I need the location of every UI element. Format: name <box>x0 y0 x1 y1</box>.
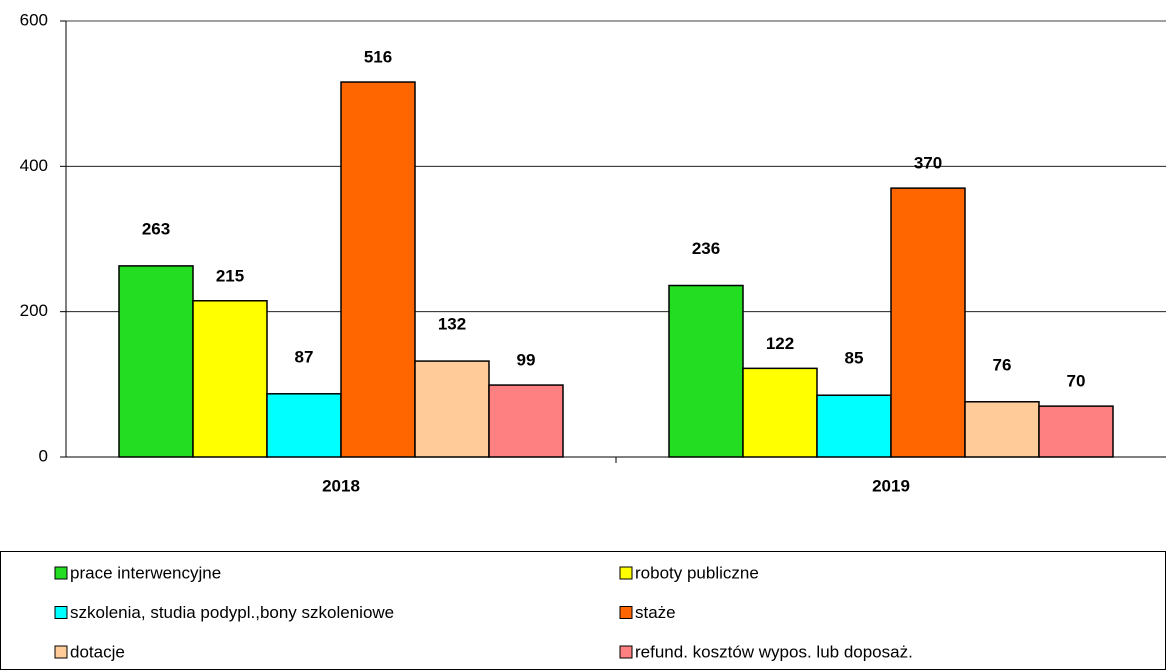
data-label: 76 <box>993 355 1012 374</box>
legend-label: staże <box>635 603 676 622</box>
legend-swatch <box>54 566 68 580</box>
legend-swatch <box>619 566 633 580</box>
data-label: 85 <box>845 349 864 368</box>
legend-label: roboty publiczne <box>635 563 759 582</box>
legend-swatch <box>619 606 633 619</box>
bar <box>668 284 744 458</box>
bar <box>964 401 1040 458</box>
y-tick-label: 400 <box>20 156 48 175</box>
legend-label: refund. kosztów wypos. lub doposaż. <box>635 642 913 661</box>
data-label: 87 <box>295 347 314 366</box>
bar <box>414 360 490 458</box>
data-label: 370 <box>914 154 942 173</box>
x-tick-label: 2018 <box>322 476 360 495</box>
legend-label: dotacje <box>70 642 125 661</box>
y-tick-label: 600 <box>20 10 48 29</box>
bar <box>890 187 966 458</box>
data-label: 516 <box>364 48 392 67</box>
data-label: 215 <box>216 266 244 285</box>
bar <box>488 384 564 458</box>
bar <box>816 394 892 458</box>
x-tick-label: 2019 <box>872 476 910 495</box>
bar <box>266 393 342 458</box>
legend-swatch <box>54 606 68 619</box>
bar <box>118 265 194 458</box>
data-label: 263 <box>142 219 170 238</box>
legend-label: szkolenia, studia podypl.,bony szkolenio… <box>70 603 394 622</box>
y-tick-label: 200 <box>20 301 48 320</box>
data-label: 132 <box>438 315 466 334</box>
data-label: 122 <box>766 334 794 353</box>
data-label: 70 <box>1067 372 1086 391</box>
bar <box>1038 405 1114 458</box>
bar <box>192 300 268 458</box>
legend-swatch <box>619 645 633 659</box>
data-label: 236 <box>692 239 720 258</box>
legend-swatch <box>54 645 68 659</box>
bar <box>340 81 416 458</box>
y-tick-label: 0 <box>39 446 48 465</box>
legend-label: prace interwencyjne <box>70 563 221 582</box>
bar <box>742 367 818 458</box>
data-label: 99 <box>517 351 536 370</box>
